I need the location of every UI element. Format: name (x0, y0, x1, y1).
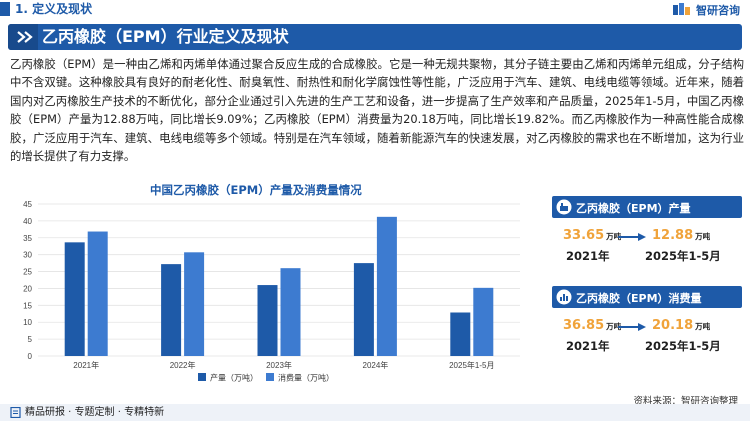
legend-label: 消费量（万吨） (278, 373, 334, 383)
footer-tagline: 精品研报 · 专题定制 · 专精特新 (25, 407, 165, 418)
stat-year-2025: 2025年1-5月 (645, 249, 721, 263)
stat-value-2025: 20.18 万吨 (652, 318, 711, 333)
document-icon (10, 407, 21, 418)
bar (87, 231, 108, 356)
stat-value-2021: 33.65 万吨 (563, 228, 622, 243)
footer-bar: 精品研报 · 专题定制 · 专精特新 (0, 404, 750, 421)
y-tick-label: 0 (28, 352, 33, 361)
y-tick-label: 30 (23, 251, 32, 260)
source-note: 资料来源：智研咨询整理 (633, 396, 738, 407)
banner-left-block (8, 24, 38, 50)
production-card: 乙丙橡胶（EPM）产量 33.65 万吨 12.88 万吨 2021年 2025年1… (552, 196, 742, 282)
card-title: 乙丙橡胶（EPM）消费量 (576, 292, 702, 305)
title-banner: 乙丙橡胶（EPM）行业定义及现状 (8, 24, 742, 50)
y-tick-label: 40 (23, 217, 32, 226)
stat-value-2021: 36.85 万吨 (563, 318, 622, 333)
card-body: 36.85 万吨 20.18 万吨 2021年 2025年1-5月 (552, 308, 742, 362)
bar (64, 242, 85, 356)
chart-title: 中国乙丙橡胶（EPM）产量及消费量情况 (150, 183, 362, 197)
card-header: 乙丙橡胶（EPM）消费量 (552, 286, 742, 308)
x-tick-label: 2022年 (170, 360, 196, 370)
bar (161, 264, 182, 356)
top-bar: 1. 定义及现状 智研咨询 (0, 0, 750, 22)
legend-swatch (198, 373, 206, 381)
y-tick-label: 20 (23, 284, 32, 293)
chevron-right-icon (17, 31, 33, 43)
section-label: 1. 定义及现状 (15, 2, 93, 16)
x-tick-label: 2021年 (73, 360, 99, 370)
bar (184, 252, 205, 356)
stat-unit: 万吨 (695, 322, 711, 331)
card-title: 乙丙橡胶（EPM）产量 (576, 202, 691, 215)
stat-unit: 万吨 (606, 322, 622, 331)
stat-value-2025: 12.88 万吨 (652, 228, 711, 243)
stat-unit: 万吨 (606, 232, 622, 241)
card-body: 33.65 万吨 12.88 万吨 2021年 2025年1-5月 (552, 218, 742, 272)
stat-unit: 万吨 (695, 232, 711, 241)
consumption-card: 乙丙橡胶（EPM）消费量 36.85 万吨 20.18 万吨 2021年 2025年… (552, 286, 742, 372)
stat-year-2025: 2025年1-5月 (645, 339, 721, 353)
stat-year-2021: 2021年 (566, 249, 610, 263)
y-tick-label: 45 (23, 200, 32, 209)
y-tick-label: 35 (23, 234, 32, 243)
brand-logo-icon (673, 3, 690, 15)
factory-icon (556, 199, 572, 215)
bar (450, 312, 471, 356)
bar (257, 285, 278, 356)
bar (280, 268, 301, 356)
x-tick-label: 2023年 (266, 360, 292, 370)
legend-swatch (266, 373, 274, 381)
section-accent (0, 2, 10, 16)
intro-paragraph: 乙丙橡胶（EPM）是一种由乙烯和丙烯单体通过聚合反应生成的合成橡胶。它是一种无规… (10, 57, 744, 164)
chart-icon (556, 289, 572, 305)
brand: 智研咨询 (673, 2, 740, 18)
bar-chart: 0 5 10 15 20 25 30 35 40 45 2021年 2022年 2023年 2024年 20… (23, 200, 520, 383)
y-tick-label: 15 (23, 301, 32, 310)
card-header: 乙丙橡胶（EPM）产量 (552, 196, 742, 218)
brand-name: 智研咨询 (696, 4, 740, 17)
bar (473, 287, 494, 356)
arrow-right-icon (618, 233, 646, 241)
y-tick-label: 5 (28, 335, 33, 344)
bar (376, 216, 397, 356)
x-tick-label: 2025年1-5月 (449, 360, 494, 370)
stat-year-2021: 2021年 (566, 339, 610, 353)
x-tick-label: 2024年 (363, 360, 389, 370)
y-tick-label: 10 (23, 318, 32, 327)
y-tick-label: 25 (23, 268, 32, 277)
arrow-right-icon (618, 323, 646, 331)
page-title: 乙丙橡胶（EPM）行业定义及现状 (42, 27, 289, 46)
bar (353, 263, 374, 356)
legend-label: 产量（万吨） (210, 373, 258, 383)
